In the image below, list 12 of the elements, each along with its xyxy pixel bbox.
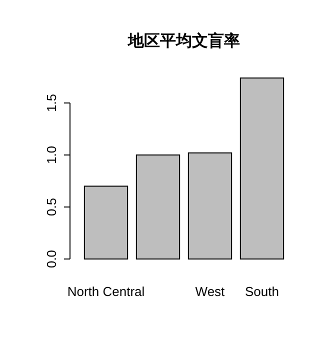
y-tick-label: 0.5: [44, 198, 59, 216]
bar: [136, 154, 180, 260]
bar: [240, 78, 284, 260]
x-tick-label: South: [245, 284, 279, 299]
y-tick-label: 1.5: [44, 94, 59, 112]
x-tick-label: West: [195, 284, 226, 299]
bar: [84, 186, 128, 260]
x-tick-label: North Central: [67, 284, 145, 299]
bar: [188, 152, 232, 260]
y-tick-label: 0.0: [44, 250, 59, 268]
chart-title: 地区平均文盲率: [127, 31, 240, 50]
y-tick-label: 1.0: [44, 146, 59, 164]
